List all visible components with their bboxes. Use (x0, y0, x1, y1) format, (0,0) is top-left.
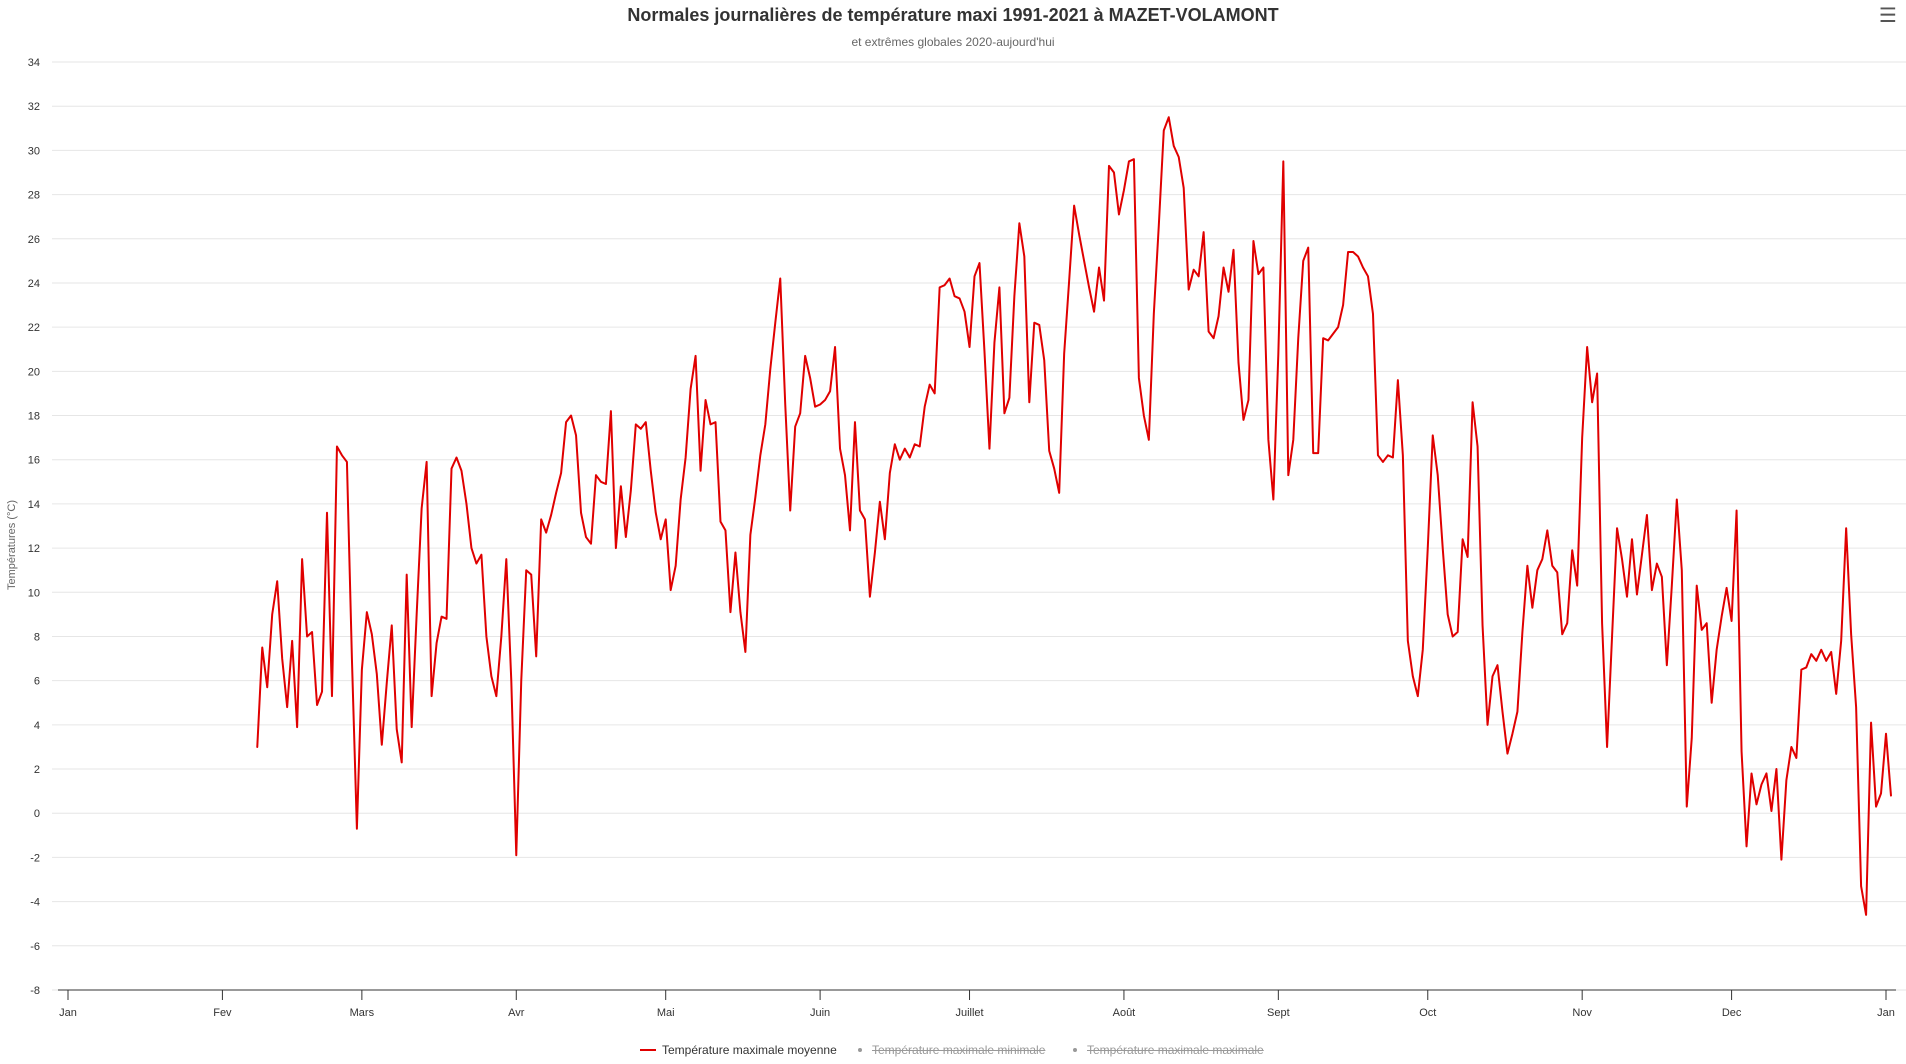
y-tick-label: 16 (28, 455, 40, 467)
y-tick-label: 14 (28, 499, 40, 511)
x-tick-label: Nov (1572, 1007, 1592, 1019)
legend-item-max-max[interactable]: Température maximale maximale (1073, 1040, 1264, 1060)
x-tick-label: Dec (1722, 1007, 1742, 1019)
y-tick-label: 22 (28, 322, 40, 334)
legend-label-max-max: Température maximale maximale (1087, 1043, 1264, 1057)
x-tick-label: Mai (657, 1007, 675, 1019)
y-tick-label: -6 (30, 941, 40, 953)
y-tick-label: 0 (34, 808, 40, 820)
y-tick-label: -4 (30, 897, 40, 909)
y-tick-label: 30 (28, 145, 40, 157)
hamburger-menu-icon[interactable]: ☰ (1879, 5, 1897, 27)
legend: Température maximale moyenne Température… (0, 1040, 1906, 1060)
series-layer (256, 116, 1892, 916)
y-tick-label: 10 (28, 587, 40, 599)
legend-label-max-min: Température maximale minimale (872, 1043, 1046, 1057)
x-tick-label: Fev (213, 1007, 232, 1019)
y-tick-label: 34 (28, 57, 40, 69)
y-tick-label: 32 (28, 101, 40, 113)
y-tick-label: 18 (28, 411, 40, 423)
y-axis-label: Températures (°C) (6, 500, 18, 590)
x-tick-label: Août (1113, 1007, 1136, 1019)
y-tick-label: 24 (28, 278, 40, 290)
legend-dot-marker (1073, 1048, 1077, 1052)
y-tick-label: 2 (34, 764, 40, 776)
x-axis: Jan Fev Mars Avr Mai Juin Juillet Août Sept Oct No… (58, 989, 1896, 1019)
legend-line-marker (640, 1049, 656, 1051)
x-tick-label: Jan (1877, 1007, 1895, 1019)
y-tick-label: 26 (28, 234, 40, 246)
legend-item-max-min[interactable]: Température maximale minimale (858, 1040, 1045, 1060)
y-tick-label: 28 (28, 190, 40, 202)
gridlines (52, 61, 1906, 991)
x-tick-label: Juin (810, 1007, 830, 1019)
legend-item-max-avg[interactable]: Température maximale moyenne (640, 1040, 837, 1060)
chart-subtitle: et extrêmes globales 2020-aujourd'hui (851, 35, 1055, 49)
y-tick-label: 20 (28, 366, 40, 378)
x-tick-label: Jan (59, 1007, 77, 1019)
y-tick-label: 6 (34, 676, 40, 688)
y-tick-label: 12 (28, 543, 40, 555)
chart-title: Normales journalières de température max… (627, 5, 1279, 25)
series-line-temperature-maximale-moyenne[interactable] (256, 116, 1892, 916)
y-tick-label: 4 (34, 720, 40, 732)
x-tick-label: Oct (1419, 1007, 1436, 1019)
legend-dot-marker (858, 1048, 862, 1052)
legend-label-max-avg: Température maximale moyenne (662, 1043, 837, 1057)
x-tick-label: Juillet (955, 1007, 983, 1019)
x-tick-label: Sept (1267, 1007, 1290, 1019)
x-tick-label: Mars (350, 1007, 375, 1019)
y-tick-label: 8 (34, 631, 40, 643)
y-tick-label: -2 (30, 852, 40, 864)
x-tick-label: Avr (508, 1007, 525, 1019)
y-tick-label: -8 (30, 985, 40, 997)
